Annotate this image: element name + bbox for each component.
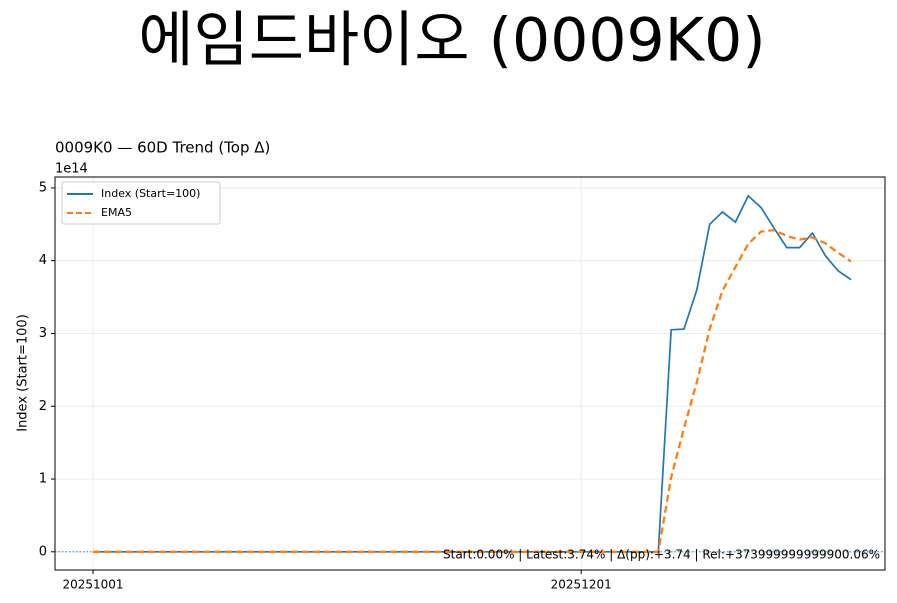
data-line bbox=[93, 194, 852, 553]
annotation: Start:0.00% | Latest:3.74% | Δ(pp):+3.74… bbox=[443, 548, 880, 562]
y-tick-label: 4 bbox=[39, 253, 47, 268]
legend-label: Index (Start=100) bbox=[101, 187, 200, 200]
chart-title: 0009K0 — 60D Trend (Top Δ) bbox=[55, 139, 270, 157]
y-tick-label: 3 bbox=[39, 326, 47, 341]
x-tick-label: 20251201 bbox=[551, 578, 612, 592]
y-tick-label: 5 bbox=[39, 180, 47, 195]
legend-box bbox=[61, 181, 221, 225]
legend-label: EMA5 bbox=[101, 206, 132, 219]
x-tick-label: 20251001 bbox=[62, 578, 123, 592]
data-line bbox=[93, 228, 852, 553]
y-axis-label: Index (Start=100) bbox=[16, 314, 31, 432]
y-tick-label: 1 bbox=[39, 472, 47, 487]
y-tick-label: 2 bbox=[39, 399, 47, 414]
plot-frame bbox=[54, 176, 886, 571]
y-offset-label: 1e14 bbox=[55, 162, 88, 177]
y-tick-label: 0 bbox=[39, 544, 47, 559]
page-title: 에임드바이오 (0009K0) bbox=[138, 6, 765, 76]
